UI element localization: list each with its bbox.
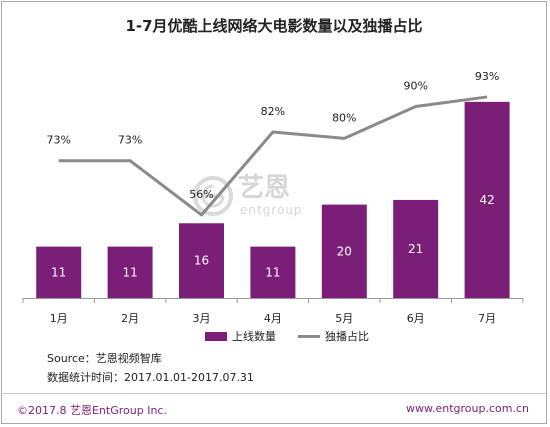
bar-6 xyxy=(393,199,439,298)
bar-5 xyxy=(321,204,367,298)
line-label-3: 56% xyxy=(189,188,213,201)
watermark-en: entgroup xyxy=(240,203,303,217)
line-label-2: 73% xyxy=(118,134,142,147)
footer: ©2017.8 艺恩EntGroup Inc. www.entgroup.com… xyxy=(1,393,547,424)
bar-label-1: 11 xyxy=(51,265,66,279)
x-tick-label-1: 1月 xyxy=(50,312,68,325)
bar-2 xyxy=(107,246,153,298)
bar-7 xyxy=(464,101,510,298)
x-tick-label-6: 6月 xyxy=(407,312,425,325)
x-tick-label-4: 4月 xyxy=(264,312,282,325)
bar-label-6: 21 xyxy=(408,242,423,256)
x-tick-label-7: 7月 xyxy=(478,312,496,325)
bar-label-3: 16 xyxy=(194,254,209,268)
x-tick-label-2: 2月 xyxy=(121,312,139,325)
bar-4 xyxy=(250,246,296,298)
line-label-5: 80% xyxy=(332,111,356,124)
legend-swatch-line xyxy=(298,334,320,338)
period-note: 数据统计时间：2017.01.01-2017.07.31 xyxy=(47,371,254,384)
line-series: 73% 73% 56% 82% 80% 90% 93% xyxy=(46,70,499,217)
bar-3 xyxy=(179,223,224,298)
x-tick-label-5: 5月 xyxy=(335,312,353,325)
watermark-cn: 艺恩 xyxy=(238,173,290,203)
watermark: 艺恩 entgroup xyxy=(193,173,303,217)
bar-label-4: 11 xyxy=(265,265,280,279)
line-label-7: 93% xyxy=(475,70,499,83)
bar-1 xyxy=(36,246,82,298)
bar-label-5: 20 xyxy=(337,244,352,258)
legend: 上线数量 独播占比 xyxy=(205,328,369,344)
x-axis: 1月 2月 3月 4月 5月 6月 7月 xyxy=(22,298,524,325)
footer-website: www.entgroup.com.cn xyxy=(406,402,529,415)
line-label-1: 73% xyxy=(46,134,70,147)
bar-label-2: 11 xyxy=(122,265,137,279)
chart-title: 1-7月优酷上线网络大电影数量以及独播占比 xyxy=(125,17,423,35)
source-note: Source：艺恩视频智库 xyxy=(47,352,162,365)
legend-label-share: 独播占比 xyxy=(325,330,369,343)
legend-swatch-bar xyxy=(205,331,227,341)
line-path xyxy=(58,95,488,217)
line-label-4: 82% xyxy=(261,105,285,118)
x-tick-label-3: 3月 xyxy=(193,312,211,325)
legend-label-count: 上线数量 xyxy=(232,330,276,343)
footer-copyright: ©2017.8 艺恩EntGroup Inc. xyxy=(17,404,167,417)
bar-label-7: 42 xyxy=(479,193,494,207)
line-label-6: 90% xyxy=(403,80,427,93)
bar-series: 11 11 16 11 20 21 42 xyxy=(36,101,510,298)
